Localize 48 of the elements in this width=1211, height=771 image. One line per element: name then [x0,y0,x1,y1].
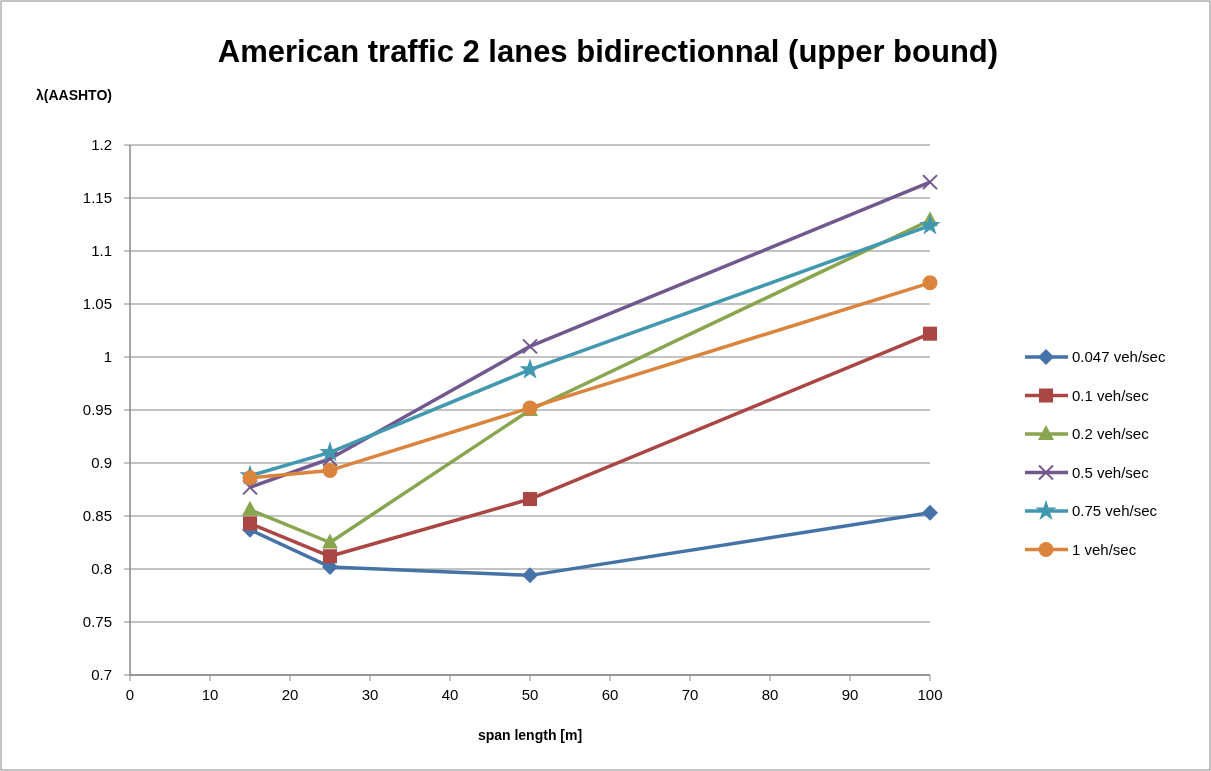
x-tick-label: 30 [361,686,379,703]
x-tick-label: 50 [521,686,539,703]
legend-label: 0.1 veh/sec [1072,386,1150,404]
point [523,492,537,507]
x-tick-label: 70 [681,686,699,703]
y-tick-label: 0.7 [91,666,112,684]
x-tick-label: 0 [125,686,135,703]
x-tick-label: 10 [201,686,219,703]
point [522,338,538,355]
x-tick-label: 90 [841,686,859,703]
point [243,516,257,531]
y-tick-label: 1 [103,348,112,366]
point [319,441,341,462]
y-tick-label: 1.05 [82,295,112,313]
legend-label: 0.2 veh/sec [1072,425,1150,443]
y-axis-title: λ(AASHTO) [36,87,112,103]
point [322,450,338,467]
y-tick-label: 0.85 [82,507,112,525]
legend-label: 0.5 veh/sec [1072,463,1150,481]
y-tick-label: 1.15 [82,189,112,207]
x-tick-label: 60 [601,686,619,703]
point [322,533,338,549]
x-tick-label: 100 [917,686,943,703]
legend-label: 0.75 veh/sec [1072,502,1158,520]
point [322,462,338,478]
point [522,567,538,584]
point [242,500,258,516]
y-tick-label: 1.2 [91,136,112,154]
point [242,479,258,496]
legend-label: 1 veh/sec [1072,540,1137,558]
point [923,326,937,341]
point [922,275,938,291]
y-tick-label: 0.9 [91,454,112,472]
point [323,549,337,564]
point [919,214,941,235]
y-tick-label: 0.8 [91,560,112,578]
x-tick-label: 20 [281,686,299,703]
point [922,174,938,191]
point [922,504,938,521]
y-tick-label: 0.75 [82,613,112,631]
chart-title: American traffic 2 lanes bidirectionnal (upper bound) [217,34,999,69]
x-tick-label: 80 [761,686,779,703]
legend-label: 0.047 veh/sec [1072,348,1166,366]
x-axis-title: span length [m] [477,727,583,743]
y-tick-label: 1.1 [91,242,112,260]
point [519,358,541,379]
x-tick-label: 40 [441,686,459,703]
y-tick-label: 0.95 [82,401,112,419]
